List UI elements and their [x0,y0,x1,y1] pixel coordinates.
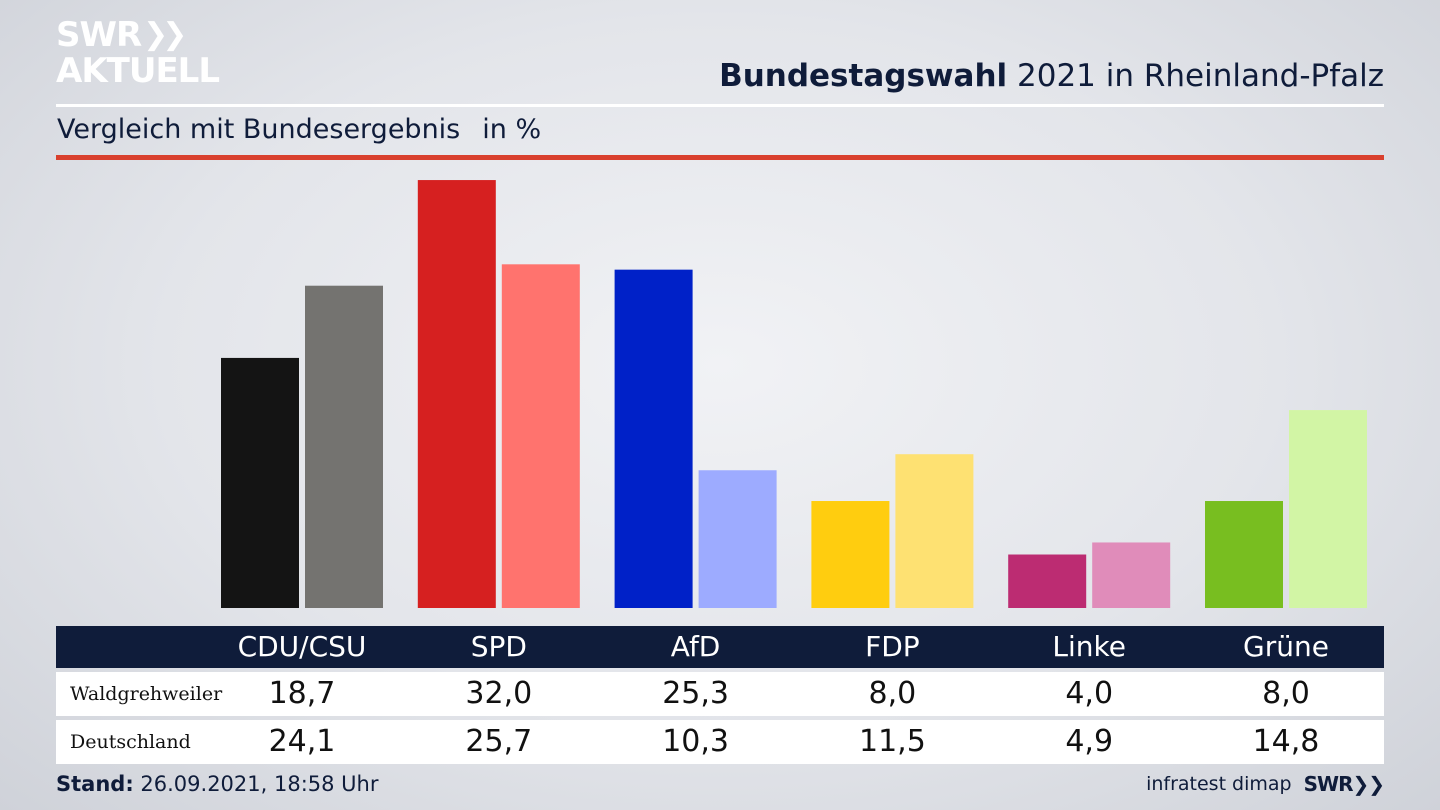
bar-fdp-waldgrehweiler [811,501,890,608]
value-cdu-csu-waldgrehweiler: 18,7 [268,676,336,711]
accent-divider [56,155,1384,160]
value-afd-deutschland: 10,3 [662,724,729,759]
value-linke-deutschland: 4,9 [1065,724,1114,759]
bar-fdp-deutschland [895,454,974,608]
table-row-deutschland: Deutschland 24,1 25,7 10,3 11,5 4,9 14,8 [56,720,1384,764]
bar-afd-deutschland [698,470,777,608]
row-label: Waldgrehweiler [70,683,223,705]
swr-brand: SWR❯❯ [1303,772,1385,796]
value-spd-deutschland: 25,7 [465,724,533,759]
value-linke-waldgrehweiler: 4,0 [1065,676,1114,711]
value-gr-ne-deutschland: 14,8 [1252,724,1320,759]
bar-gr-ne-waldgrehweiler [1205,501,1283,608]
results-table: CDU/CSU SPD AfD FDP Linke Grüne Waldgrehweile… [56,626,1384,764]
double-chevron-icon: ❯❯ [1352,772,1385,796]
stand-value: 26.09.2021, 18:58 Uhr [133,772,379,796]
value-cdu-csu-deutschland: 24,1 [268,724,336,759]
subtitle-text: Vergleich mit Bundesergebnis [57,114,461,145]
bar-cdu-csu-waldgrehweiler [221,357,299,608]
chart-title: Bundestagswahl 2021 in Rheinland-Pfalz [719,58,1384,94]
category-label-gr-ne: Grüne [1243,630,1329,663]
unit-label: in % [482,114,542,145]
stand-label: Stand: [56,772,134,796]
chart-subtitle: Vergleich mit Bundesergebnis in % [57,114,541,145]
bar-cdu-csu-deutschland [305,285,383,608]
category-label-afd: AfD [670,630,721,663]
title-rest: 2021 in Rheinland-Pfalz [1007,58,1384,94]
bar-chart [221,180,1367,609]
value-fdp-waldgrehweiler: 8,0 [868,676,917,711]
bar-afd-waldgrehweiler [614,269,693,608]
value-afd-waldgrehweiler: 25,3 [662,676,729,711]
source-credit: infratest dimap SWR❯❯ [1146,772,1385,796]
bar-spd-deutschland [501,264,580,608]
double-chevron-icon: ❯❯ [143,17,187,52]
timestamp: Stand: 26.09.2021, 18:58 Uhr [56,772,379,796]
swr-brand-text: SWR [1303,772,1354,796]
logo-swr-text: SWR [56,15,142,55]
value-spd-waldgrehweiler: 32,0 [465,676,533,711]
bar-spd-waldgrehweiler [417,180,496,609]
value-fdp-deutschland: 11,5 [858,724,926,759]
value-gr-ne-waldgrehweiler: 8,0 [1262,676,1310,711]
category-label-fdp: FDP [865,630,920,663]
bar-linke-waldgrehweiler [1008,554,1087,608]
logo-aktuell-text: AKTUELL [56,51,220,91]
category-label-spd: SPD [470,630,527,663]
title-bold: Bundestagswahl [719,58,1008,94]
source-text: infratest dimap [1146,773,1292,795]
category-label-cdu-csu: CDU/CSU [237,630,367,663]
swr-aktuell-logo: SWR ❯❯ AKTUELL [56,15,220,91]
row-label: Deutschland [70,731,191,753]
bar-gr-ne-deutschland [1289,410,1367,608]
bar-linke-deutschland [1092,542,1171,608]
party-header-row: CDU/CSU SPD AfD FDP Linke Grüne [56,626,1384,668]
category-label-linke: Linke [1052,630,1126,663]
title-divider [56,104,1384,107]
table-row-waldgrehweiler: Waldgrehweiler 18,7 32,0 25,3 8,0 4,0 8,0 [56,672,1384,716]
